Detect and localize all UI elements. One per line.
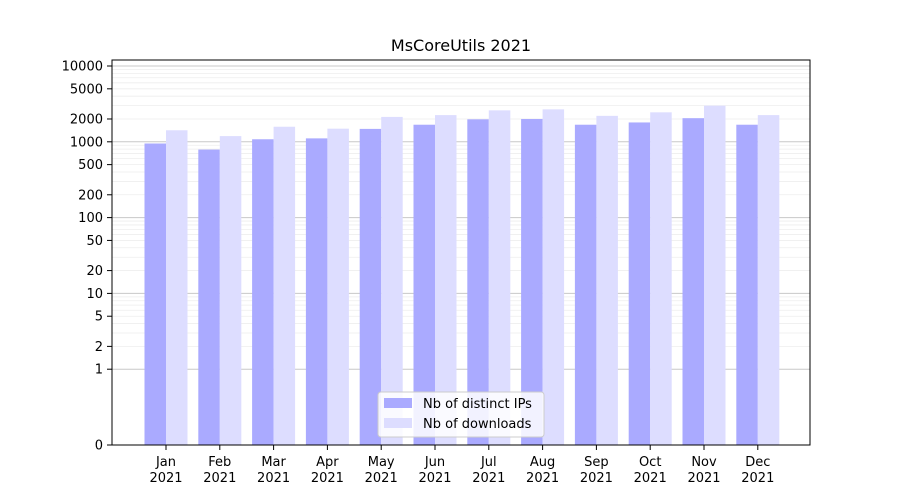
x-tick-label-month: Mar xyxy=(261,455,286,470)
y-axis: 0 1 2 5 10 20 50 100 200 500 1000 2000 5000 10000 xyxy=(62,60,112,454)
y-tick-label: 0 xyxy=(95,439,103,454)
y-tick-label: 5000 xyxy=(70,82,103,97)
x-tick-label-month: Jun xyxy=(424,455,445,470)
x-tick-label-month: Aug xyxy=(530,455,555,470)
x-tick-label-month: Apr xyxy=(316,455,339,470)
x-tick-label-month: Jan xyxy=(155,455,176,470)
x-tick-label-month: Sep xyxy=(584,455,609,470)
bar-distinct-ips xyxy=(574,124,597,445)
legend-swatch xyxy=(384,418,412,428)
bar-distinct-ips xyxy=(252,139,274,446)
x-tick-label-month: Feb xyxy=(208,455,231,470)
bar-distinct-ips xyxy=(467,119,489,445)
x-tick-label-month: Jul xyxy=(480,455,497,470)
y-tick-label: 200 xyxy=(78,188,103,203)
x-tick-label-year: 2021 xyxy=(634,471,667,486)
bar-downloads xyxy=(166,130,188,446)
legend-box xyxy=(377,391,545,438)
x-tick-label-year: 2021 xyxy=(311,471,344,486)
legend-swatch xyxy=(384,398,412,408)
plot-frame xyxy=(111,59,811,446)
bar-distinct-ips xyxy=(521,118,543,445)
x-tick-label-year: 2021 xyxy=(526,471,559,486)
x-tick-label-month: Dec xyxy=(745,455,770,470)
x-tick-label-year: 2021 xyxy=(580,471,613,486)
x-tick-label-year: 2021 xyxy=(687,471,720,486)
legend-label: Nb of distinct IPs xyxy=(423,397,532,412)
x-tick-label-year: 2021 xyxy=(203,471,236,486)
chart-title: MsCoreUtils 2021 xyxy=(391,36,531,55)
x-tick-label-year: 2021 xyxy=(365,471,398,486)
y-tick-label: 50 xyxy=(86,234,103,249)
y-tick-label: 5 xyxy=(95,310,103,325)
bar-downloads xyxy=(650,112,672,445)
x-tick-label-year: 2021 xyxy=(472,471,505,486)
x-axis: Jan2021Feb2021Mar2021Apr2021May2021Jun20… xyxy=(149,445,774,486)
bar-distinct-ips xyxy=(736,124,758,445)
y-tick-label: 2000 xyxy=(70,112,103,127)
bar-distinct-ips xyxy=(305,138,328,445)
y-tick-label: 2 xyxy=(95,340,103,355)
x-tick-label-year: 2021 xyxy=(149,471,182,486)
bar-downloads xyxy=(542,109,565,446)
bar-downloads xyxy=(327,128,349,445)
bar-downloads xyxy=(381,116,403,446)
bar-downloads xyxy=(757,115,780,445)
bar-distinct-ips xyxy=(628,122,651,445)
bar-downloads xyxy=(435,115,457,445)
x-tick-label-month: Nov xyxy=(691,455,717,470)
bars-group xyxy=(144,105,780,446)
x-tick-label-year: 2021 xyxy=(418,471,451,486)
y-tick-label: 1000 xyxy=(70,135,103,150)
bar-downloads xyxy=(596,115,618,446)
legend-label: Nb of downloads xyxy=(423,417,532,432)
y-tick-label: 10 xyxy=(86,287,103,302)
y-tick-label: 10000 xyxy=(62,60,103,75)
bar-downloads xyxy=(219,136,242,446)
bar-downloads xyxy=(704,105,726,445)
x-tick-label-month: May xyxy=(368,455,395,470)
bar-distinct-ips xyxy=(144,143,166,446)
bar-distinct-ips xyxy=(198,149,220,446)
bar-downloads xyxy=(488,110,511,445)
bar-distinct-ips xyxy=(413,124,435,445)
bar-distinct-ips xyxy=(359,128,382,445)
bar-downloads xyxy=(273,126,296,445)
y-tick-label: 1 xyxy=(95,363,103,378)
legend: Nb of distinct IPs Nb of downloads xyxy=(377,391,545,438)
x-tick-label-month: Oct xyxy=(639,455,661,470)
bar-distinct-ips xyxy=(682,118,704,445)
x-tick-label-year: 2021 xyxy=(741,471,774,486)
y-tick-label: 500 xyxy=(78,158,103,173)
y-tick-label: 20 xyxy=(86,264,103,279)
y-tick-label: 100 xyxy=(78,211,103,226)
x-tick-label-year: 2021 xyxy=(257,471,290,486)
